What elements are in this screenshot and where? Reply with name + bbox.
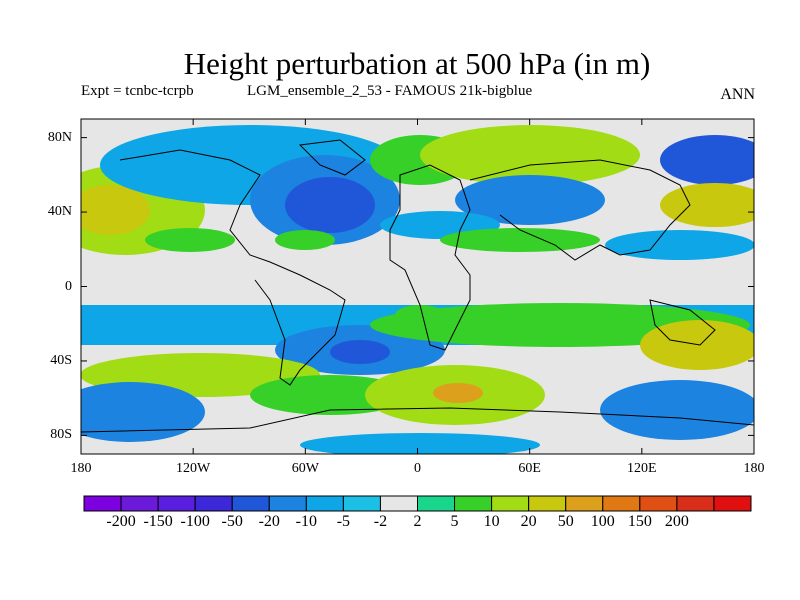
colorbar-swatch bbox=[268, 495, 307, 512]
colorbar-label: 50 bbox=[557, 513, 574, 530]
colorbar-label: 150 bbox=[627, 513, 652, 530]
colorbar-label: -2 bbox=[373, 513, 388, 530]
colorbar-label: 2 bbox=[413, 513, 422, 530]
colorbar bbox=[83, 495, 752, 512]
contour-pos-pacific-west-core bbox=[81, 185, 150, 235]
americas-coast bbox=[119, 149, 346, 386]
asia-coast bbox=[469, 159, 691, 261]
contour-pos-safrica bbox=[395, 305, 445, 325]
colorbar-label: -50 bbox=[221, 513, 243, 530]
contour-neg-pacific-tropic bbox=[605, 230, 754, 260]
colorbar-swatch bbox=[120, 495, 159, 512]
axis-ticks bbox=[80, 119, 755, 454]
australia-coast bbox=[649, 299, 716, 346]
colorbar-swatch bbox=[342, 495, 381, 512]
contour-pos-mexico bbox=[145, 228, 235, 252]
colorbar-label: 20 bbox=[520, 513, 537, 530]
colorbar-label: -150 bbox=[143, 513, 173, 530]
lon-tick-label: 60E bbox=[518, 461, 541, 476]
page-title: Height perturbation at 500 hPa (in m) bbox=[183, 46, 651, 81]
lon-tick-label: 120E bbox=[627, 461, 657, 476]
lon-tick-label: 120W bbox=[176, 461, 211, 476]
colorbar-swatch bbox=[713, 495, 752, 512]
lon-tick-label: 180 bbox=[743, 461, 765, 476]
colorbar-label: 100 bbox=[590, 513, 615, 530]
colorbar-swatch bbox=[491, 495, 530, 512]
colorbar-label: 5 bbox=[450, 513, 459, 530]
colorbar-swatch bbox=[305, 495, 344, 512]
antarctica-coast bbox=[81, 407, 754, 433]
coastlines bbox=[81, 139, 754, 433]
colorbar-label: 200 bbox=[664, 513, 689, 530]
contour-field bbox=[81, 119, 754, 454]
lat-tick-label: 80N bbox=[47, 129, 72, 145]
colorbar-swatch bbox=[231, 495, 270, 512]
colorbar-swatch bbox=[602, 495, 641, 512]
lat-tick-label: 40S bbox=[50, 352, 72, 368]
contour-neg-ross bbox=[81, 382, 205, 442]
colorbar-swatch bbox=[454, 495, 493, 512]
colorbar-label: -100 bbox=[180, 513, 210, 530]
europe-africa-coast bbox=[389, 164, 471, 351]
contour-pos-southern-ocean-core bbox=[433, 383, 483, 403]
contour-neg-natlantic-core bbox=[285, 177, 375, 233]
colorbar-swatch bbox=[565, 495, 604, 512]
greenland-coast bbox=[298, 139, 366, 176]
colorbar-swatch bbox=[639, 495, 678, 512]
colorbar-swatch bbox=[528, 495, 567, 512]
colorbar-swatch bbox=[194, 495, 233, 512]
colorbar-swatch bbox=[157, 495, 196, 512]
ensemble-label: LGM_ensemble_2_53 - FAMOUS 21k-bigblue bbox=[247, 83, 533, 99]
contour-neg-satlantic-core bbox=[330, 340, 390, 364]
colorbar-label: -200 bbox=[106, 513, 136, 530]
lat-tick-label: 40N bbox=[47, 204, 72, 220]
contour-pos-npacific bbox=[660, 183, 754, 227]
experiment-label: Expt = tcnbc-tcrpb bbox=[81, 83, 194, 99]
colorbar-swatch bbox=[417, 495, 456, 512]
contour-neg-east-antarctica bbox=[600, 380, 754, 440]
contour-pos-siberia bbox=[420, 125, 640, 185]
colorbar-swatch bbox=[83, 495, 122, 512]
lat-tick-label: 0 bbox=[65, 278, 72, 294]
colorbar-swatch bbox=[379, 495, 419, 512]
contour-neg-antarctica bbox=[300, 433, 540, 454]
colorbar-swatch bbox=[676, 495, 715, 512]
colorbar-label: -20 bbox=[258, 513, 280, 530]
colorbar-label: -5 bbox=[336, 513, 351, 530]
lon-tick-label: 60W bbox=[291, 461, 319, 476]
lon-tick-label: 0 bbox=[414, 461, 421, 476]
contour-pos-caribbean bbox=[275, 230, 335, 250]
lon-tick-label: 180 bbox=[70, 461, 92, 476]
colorbar-label: 10 bbox=[483, 513, 500, 530]
lat-tick-label: 80S bbox=[50, 427, 72, 443]
colorbar-label: -10 bbox=[295, 513, 317, 530]
contour-neg-centralasia bbox=[455, 175, 605, 225]
contour-neg-northpacific bbox=[660, 135, 754, 185]
contour-pos-arabia bbox=[440, 228, 600, 252]
season-label: ANN bbox=[720, 86, 755, 103]
